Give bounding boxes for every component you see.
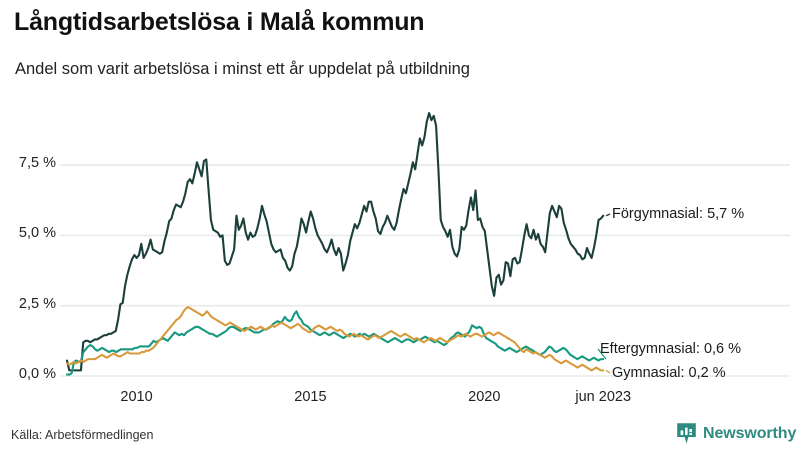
series-line-gymnasial [65, 306, 605, 372]
newsworthy-logo: Newsworthy [676, 422, 796, 445]
y-tick-label: 0,0 % [18, 366, 56, 382]
source-note: Källa: Arbetsförmedlingen [11, 428, 154, 442]
x-tick-label: jun 2023 [575, 389, 632, 405]
series-leader-line [597, 348, 607, 360]
x-tick-label: 2015 [294, 389, 327, 405]
series-line-förgymnasial [65, 112, 605, 372]
bar-chart-pin-icon [677, 423, 696, 444]
x-tick-label: 2010 [120, 389, 153, 405]
series-label-eftergymnasial: Eftergymnasial: 0,6 % [600, 341, 742, 357]
series-leader-line [605, 369, 611, 374]
page-title: Långtidsarbetslösa i Malå kommun [14, 8, 425, 36]
series-line-eftergymnasial [65, 310, 605, 376]
y-tick-label: 7,5 % [18, 155, 56, 172]
y-tick-label: 2,5 % [18, 295, 56, 312]
x-tick-label: 2020 [468, 389, 501, 405]
logo-text: Newsworthy [703, 424, 797, 442]
page-subtitle: Andel som varit arbetslösa i minst ett å… [15, 60, 470, 78]
series-label-gymnasial: Gymnasial: 0,2 % [612, 365, 726, 381]
series-leader-line [605, 213, 611, 217]
y-tick-label: 5,0 % [18, 225, 56, 242]
series-label-förgymnasial: Förgymnasial: 5,7 % [612, 206, 745, 222]
